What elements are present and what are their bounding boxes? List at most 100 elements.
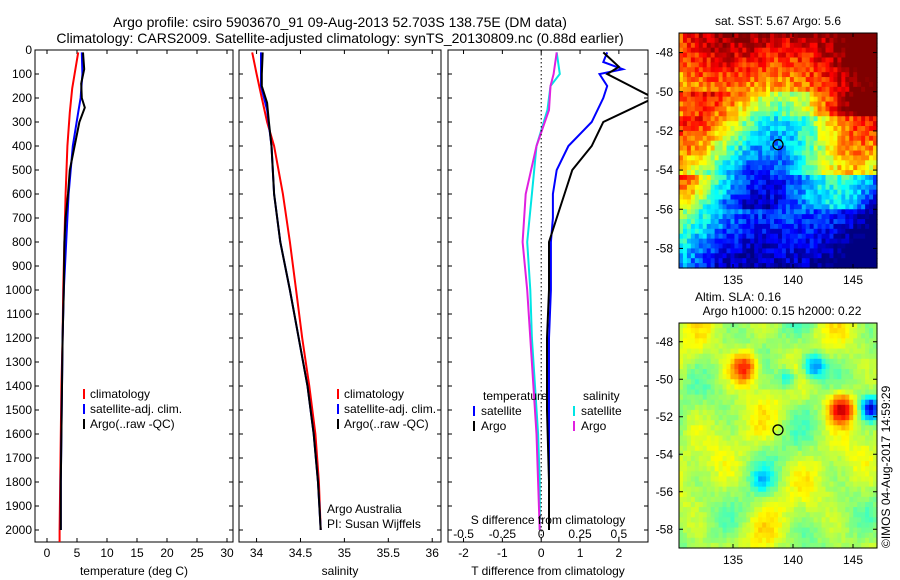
heatmap-cell: [714, 501, 720, 508]
heatmap-cell: [746, 384, 751, 391]
heatmap-cell: [778, 476, 783, 483]
heatmap-cell: [702, 126, 708, 132]
heatmap-cell: [694, 537, 700, 544]
heatmap-cell: [742, 106, 747, 112]
heatmap-cell: [837, 409, 842, 416]
heatmap-cell: [706, 150, 712, 156]
heatmap-cell: [817, 179, 823, 186]
heatmap-cell: [809, 228, 815, 235]
heatmap-cell: [797, 214, 803, 220]
heatmap-cell: [865, 199, 870, 205]
heatmap-cell: [742, 507, 747, 513]
heatmap-cell: [781, 228, 787, 235]
heatmap-cell: [781, 170, 787, 176]
heatmap-cell: [714, 199, 720, 205]
heatmap-cell: [750, 126, 755, 132]
heatmap-cell: [813, 507, 819, 513]
heatmap-cell: [873, 62, 878, 68]
heatmap-cell: [726, 121, 732, 127]
heatmap-cell: [774, 363, 779, 370]
heatmap-cell: [785, 33, 791, 39]
heatmap-cell: [837, 481, 842, 488]
heatmap-cell: [682, 384, 688, 391]
heatmap-cell: [686, 461, 692, 467]
heatmap-cell: [857, 435, 862, 442]
heatmap-cell: [817, 81, 823, 88]
heatmap-cell: [869, 238, 874, 245]
heatmap-cell: [797, 238, 803, 245]
heatmap-cell: [861, 140, 866, 147]
heatmap-cell: [857, 328, 862, 334]
heatmap-cell: [754, 204, 759, 210]
heatmap-cell: [766, 238, 771, 245]
heatmap-cell: [801, 238, 807, 245]
heatmap-cell: [797, 384, 803, 391]
heatmap-cell: [702, 420, 708, 426]
heatmap-cell: [734, 214, 739, 220]
heatmap-cell: [813, 491, 819, 498]
heatmap-cell: [746, 435, 751, 442]
y-tick-label: 1400: [5, 379, 32, 393]
heatmap-cell: [821, 338, 827, 345]
heatmap-cell: [714, 223, 720, 230]
heatmap-cell: [718, 57, 724, 63]
heatmap-cell: [738, 106, 743, 112]
heatmap-cell: [865, 328, 870, 334]
heatmap-cell: [805, 91, 811, 98]
heatmap-cell: [861, 170, 866, 176]
heatmap-cell: [789, 101, 795, 108]
heatmap-cell: [781, 542, 787, 549]
heatmap-cell: [702, 116, 708, 122]
heatmap-cell: [682, 219, 688, 225]
heatmap-cell: [861, 389, 866, 396]
heatmap-cell: [750, 404, 755, 411]
heatmap-cell: [857, 47, 862, 54]
heatmap-cell: [797, 37, 803, 44]
heatmap-cell: [805, 501, 811, 508]
heatmap-cell: [702, 343, 708, 350]
heatmap-cell: [849, 57, 854, 63]
heatmap-cell: [861, 409, 866, 416]
heatmap-cell: [718, 328, 724, 334]
heatmap-cell: [762, 374, 767, 380]
heatmap-cell: [853, 420, 858, 426]
heatmap-cell: [837, 476, 842, 483]
heatmap-cell: [766, 466, 771, 472]
heatmap-cell: [825, 343, 831, 350]
heatmap-cell: [742, 527, 747, 534]
heatmap-cell: [789, 461, 795, 467]
heatmap-cell: [679, 353, 684, 360]
heatmap-cell: [706, 170, 712, 176]
heatmap-cell: [738, 430, 743, 437]
heatmap-cell: [679, 81, 684, 88]
heatmap-cell: [694, 238, 700, 245]
heatmap-cell: [809, 199, 815, 205]
heatmap-cell: [738, 179, 743, 186]
heatmap-cell: [734, 358, 739, 365]
heatmap-cell: [809, 184, 815, 191]
heatmap-cell: [778, 67, 783, 73]
y-tick-label: 1600: [5, 427, 32, 441]
heatmap-cell: [861, 86, 866, 93]
heatmap-cell: [861, 394, 866, 401]
heatmap-cell: [726, 179, 732, 186]
heatmap-cell: [793, 106, 799, 112]
heatmap-cell: [698, 243, 704, 250]
heatmap-cell: [758, 135, 763, 142]
heatmap-cell: [805, 532, 811, 539]
heatmap-cell: [869, 37, 874, 44]
heatmap-cell: [754, 343, 759, 350]
heatmap-cell: [873, 323, 878, 329]
heatmap-cell: [750, 445, 755, 452]
heatmap-cell: [710, 101, 716, 108]
heatmap-cell: [813, 263, 819, 269]
heatmap-cell: [821, 496, 827, 503]
heatmap-cell: [702, 389, 708, 396]
heatmap-cell: [734, 126, 739, 132]
heatmap-cell: [809, 527, 815, 534]
heatmap-cell: [833, 263, 838, 269]
heatmap-cell: [789, 91, 795, 98]
heatmap-cell: [686, 353, 692, 360]
heatmap-cell: [750, 228, 755, 235]
heatmap-cell: [789, 150, 795, 156]
